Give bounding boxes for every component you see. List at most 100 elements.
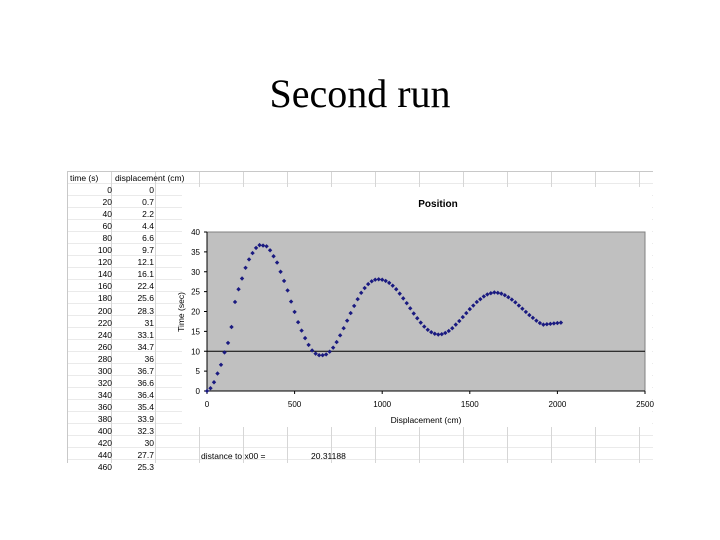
data-point: [523, 309, 529, 315]
data-point: [544, 322, 550, 327]
data-point: [334, 339, 339, 345]
data-point: [397, 291, 402, 296]
data-point: [260, 243, 266, 248]
data-point: [530, 315, 536, 321]
data-point: [436, 332, 441, 337]
time-cell: 220: [97, 317, 112, 328]
x-tick-label: 500: [288, 400, 302, 409]
data-point: [474, 299, 480, 305]
data-point: [453, 322, 458, 327]
data-point: [488, 291, 494, 296]
y-axis-label: Time (sec): [176, 292, 186, 332]
displacement-cell: 16.1: [137, 269, 154, 280]
data-point: [527, 312, 532, 318]
data-point: [253, 245, 259, 251]
y-tick-label: 0: [196, 387, 201, 396]
data-point: [390, 283, 395, 288]
data-point: [316, 353, 322, 358]
data-point: [425, 327, 430, 332]
time-cell: 0: [107, 185, 112, 195]
data-point: [422, 324, 427, 329]
data-point: [295, 320, 301, 325]
data-point: [555, 320, 560, 326]
data-point: [355, 296, 360, 302]
time-cell: 380: [97, 413, 112, 424]
data-point: [506, 294, 511, 300]
data-point: [372, 277, 378, 282]
displacement-cell: 36.4: [137, 389, 154, 400]
data-point: [257, 242, 262, 248]
data-point: [439, 331, 444, 337]
distance-value: 20.31188: [311, 451, 346, 461]
data-point: [401, 296, 406, 301]
data-point: [450, 325, 455, 331]
data-point: [320, 353, 325, 358]
data-point: [499, 291, 504, 296]
displacement-cell: 0: [149, 185, 154, 195]
data-point: [534, 318, 539, 323]
data-point: [292, 309, 297, 315]
displacement-cell: 27.7: [137, 450, 154, 461]
displacement-cell: 12.1: [137, 257, 154, 268]
data-point: [481, 294, 487, 299]
data-point: [558, 320, 564, 325]
data-point: [204, 388, 210, 394]
data-point: [429, 329, 434, 335]
displacement-cell: 28.3: [137, 305, 154, 316]
data-point: [309, 348, 315, 353]
data-point: [330, 345, 336, 350]
data-point: [341, 325, 346, 331]
y-tick-label: 25: [191, 288, 200, 297]
data-point: [243, 265, 248, 270]
time-cell: 200: [97, 305, 112, 316]
x-axis-label: Displacement (cm): [391, 415, 462, 425]
displacement-header: displacement (cm): [115, 173, 185, 183]
time-cell: 360: [97, 401, 112, 412]
data-point: [418, 320, 423, 325]
distance-label: distance to x00 =: [201, 451, 266, 461]
time-cell: 140: [97, 269, 112, 280]
time-cell: 420: [97, 438, 112, 449]
displacement-cell: 6.6: [142, 233, 154, 244]
data-point: [502, 293, 508, 298]
displacement-cell: 30: [144, 438, 154, 449]
data-point: [271, 254, 276, 259]
data-point: [225, 340, 231, 346]
data-point: [464, 310, 469, 316]
data-point: [362, 285, 367, 291]
data-point: [306, 342, 311, 348]
time-cell: 240: [97, 329, 112, 340]
time-cell: 160: [97, 281, 112, 292]
displacement-cell: 25.3: [137, 462, 154, 473]
data-point: [285, 288, 290, 293]
time-cell: 180: [97, 293, 112, 304]
data-point: [509, 297, 515, 302]
data-point: [478, 296, 483, 302]
time-header: time (s): [70, 173, 99, 183]
displacement-cell: 2.2: [142, 209, 154, 220]
data-point: [467, 306, 472, 312]
data-point: [432, 331, 437, 336]
data-point: [516, 303, 522, 308]
displacement-cell: 36: [144, 353, 154, 364]
data-point: [383, 278, 388, 284]
time-cell: 60: [102, 221, 112, 232]
data-point: [387, 280, 392, 286]
data-point: [278, 269, 283, 274]
data-point: [208, 386, 213, 391]
chart-title: Position: [418, 199, 457, 210]
data-point: [281, 278, 287, 284]
data-point: [215, 371, 220, 376]
y-tick-label: 35: [191, 248, 200, 257]
data-point: [236, 287, 241, 292]
data-point: [344, 318, 350, 323]
displacement-cell: 35.4: [137, 401, 154, 412]
y-tick-label: 30: [191, 268, 200, 277]
data-point: [232, 299, 238, 305]
data-point: [250, 250, 255, 256]
time-cell: 440: [97, 450, 112, 461]
data-point: [302, 335, 308, 341]
data-point: [246, 257, 252, 262]
data-point: [337, 333, 343, 338]
data-point: [513, 300, 518, 305]
